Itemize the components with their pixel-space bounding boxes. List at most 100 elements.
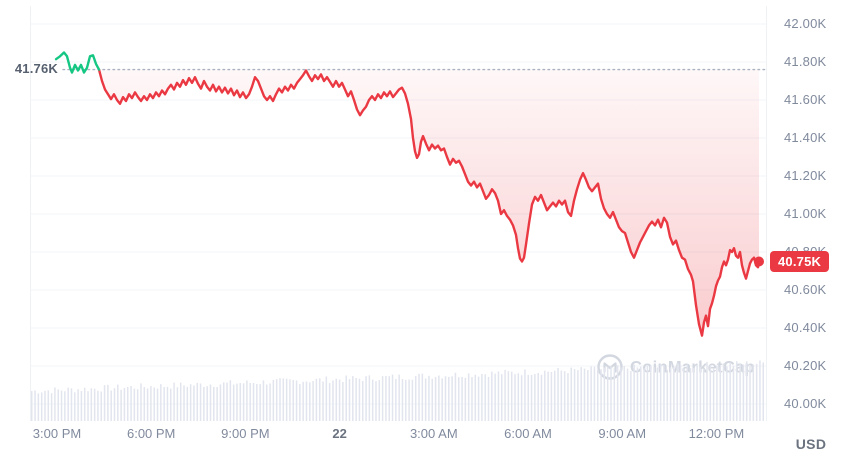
volume-bar [590, 366, 592, 421]
volume-bar [378, 380, 381, 421]
volume-bar [126, 386, 129, 421]
volume-bar [742, 364, 745, 421]
volume-bar [395, 378, 397, 421]
volume-bar [749, 365, 751, 421]
volume-bar [451, 376, 453, 421]
volume-bar [266, 384, 268, 421]
volume-bar [603, 367, 606, 421]
volume-bar [179, 382, 182, 421]
volume-bar [494, 373, 496, 421]
volume-bar [391, 374, 394, 421]
volume-bar [335, 378, 338, 421]
volume-bar [577, 370, 579, 421]
volume-bar [702, 368, 705, 421]
volume-bar [232, 384, 235, 421]
volume-bar [606, 366, 609, 421]
volume-bar [213, 386, 215, 421]
volume-bar [414, 376, 417, 421]
volume-bar [491, 371, 493, 421]
current-price-badge: 40.75K [770, 251, 830, 272]
volume-bar [262, 380, 265, 421]
volume-bar [537, 372, 539, 421]
volume-bar [209, 384, 212, 421]
volume-bar [461, 376, 463, 421]
volume-bar [712, 368, 715, 421]
volume-bar [653, 367, 655, 421]
volume-bar [587, 370, 589, 421]
volume-bar [580, 367, 582, 421]
volume-bar [514, 374, 516, 421]
volume-bar [666, 369, 669, 421]
volume-bar [80, 390, 83, 421]
volume-bar [732, 365, 735, 421]
volume-bar [97, 390, 99, 421]
volume-bar [477, 376, 480, 421]
volume-bar [309, 382, 311, 421]
volume-bar [563, 371, 566, 421]
volume-bar [471, 377, 473, 421]
volume-bar [47, 390, 50, 421]
volume-bar [501, 374, 503, 421]
volume-bar [520, 375, 523, 421]
volume-bar [487, 376, 490, 421]
volume-bar [170, 388, 172, 421]
volume-bar [365, 376, 367, 421]
volume-bar [160, 384, 162, 421]
volume-bar [504, 369, 506, 421]
volume-bar [166, 386, 169, 421]
volume-bar [726, 366, 728, 421]
volume-bar [623, 366, 625, 421]
volume-bar [143, 387, 146, 421]
volume-bar [64, 391, 66, 421]
x-axis-time-label: 12:00 PM [688, 426, 745, 441]
volume-bar [381, 376, 384, 421]
y-axis-label: 41.80K [784, 54, 827, 69]
volume-bar [454, 372, 457, 421]
volume-bar [679, 365, 682, 421]
volume-bar [203, 386, 205, 421]
volume-bar [285, 378, 288, 421]
volume-bar [100, 391, 103, 421]
volume-bar [196, 382, 198, 421]
volume-bar [620, 367, 622, 421]
volume-bar [716, 365, 718, 421]
volume-bar [236, 383, 238, 421]
volume-bar [352, 376, 354, 421]
volume-bar [550, 371, 553, 421]
volume-bar [292, 380, 294, 421]
y-axis-label: 40.60K [784, 282, 827, 297]
volume-bar [616, 365, 619, 421]
volume-bar [117, 384, 119, 421]
volume-bar [527, 374, 529, 421]
volume-bar [633, 364, 635, 421]
volume-bar [534, 373, 536, 421]
x-axis-time-label: 3:00 AM [409, 426, 458, 441]
volume-bar [269, 383, 271, 421]
volume-bar [696, 365, 698, 421]
volume-bar [643, 368, 645, 421]
volume-bar [44, 390, 46, 421]
volume-bar [507, 371, 510, 421]
volume-bar [736, 361, 738, 421]
volume-bar [636, 367, 639, 421]
volume-bar [759, 360, 761, 421]
volume-bar [252, 382, 255, 421]
volume-bar [530, 374, 533, 421]
volume-bar [739, 363, 741, 421]
volume-bar [216, 387, 218, 421]
volume-bar [302, 381, 304, 421]
volume-bar [408, 379, 410, 421]
volume-bar [663, 365, 665, 421]
volume-bar [656, 367, 659, 421]
volume-bar [626, 368, 629, 421]
volume-bar [686, 364, 688, 421]
volume-bar [560, 370, 563, 421]
volume-bar [322, 381, 324, 421]
last-price-dot [754, 256, 764, 267]
volume-bar [140, 383, 142, 421]
volume-bar [719, 366, 721, 421]
volume-bar [676, 362, 678, 421]
y-axis-label: 41.40K [784, 130, 827, 145]
